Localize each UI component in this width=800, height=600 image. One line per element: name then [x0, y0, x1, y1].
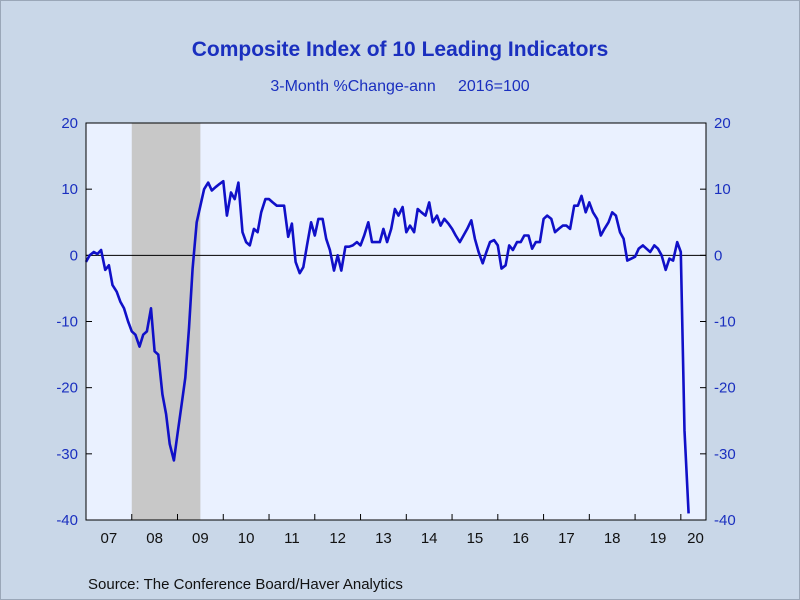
y-tick-label-left: 0 — [70, 247, 78, 264]
y-tick-label-right: -30 — [714, 446, 736, 463]
source-note: Source: The Conference Board/Haver Analy… — [88, 576, 403, 593]
y-tick-label-right: 0 — [714, 247, 722, 264]
x-tick-label: 13 — [375, 530, 392, 547]
y-tick-label-right: -40 — [714, 512, 736, 529]
y-tick-label-left: -40 — [56, 512, 78, 529]
x-tick-label: 15 — [467, 530, 484, 547]
plot-border — [85, 122, 707, 521]
y-tick-label-right: 10 — [714, 181, 731, 198]
x-tick-label: 11 — [284, 530, 300, 547]
y-tick-label-right: 20 — [714, 115, 731, 132]
y-tick-label-left: -30 — [56, 446, 78, 463]
x-tick-label: 10 — [238, 530, 255, 547]
x-tick-label: 17 — [558, 530, 575, 547]
x-tick-label: 09 — [192, 530, 209, 547]
series-line — [84, 179, 690, 514]
x-tick-label: 08 — [146, 530, 163, 547]
chart-title: Composite Index of 10 Leading Indicators — [191, 38, 609, 61]
x-tick-label: 16 — [512, 530, 529, 547]
x-tick-label: 14 — [421, 530, 438, 547]
y-tick-label-left: 20 — [61, 115, 78, 132]
x-tick-label: 12 — [329, 530, 346, 547]
y-tick-label-left: 10 — [61, 181, 78, 198]
y-tick-label-left: -20 — [56, 380, 78, 397]
x-tick-label: 20 — [687, 530, 704, 547]
x-tick-label: 18 — [604, 530, 621, 547]
y-tick-label-left: -10 — [56, 314, 78, 331]
y-tick-label-right: -20 — [714, 380, 736, 397]
y-tick-label-right: -10 — [714, 314, 736, 331]
x-tick-label: 07 — [101, 530, 118, 547]
x-tick-label: 19 — [650, 530, 667, 547]
chart-subtitle: 3-Month %Change-ann 2016=100 — [270, 78, 530, 95]
